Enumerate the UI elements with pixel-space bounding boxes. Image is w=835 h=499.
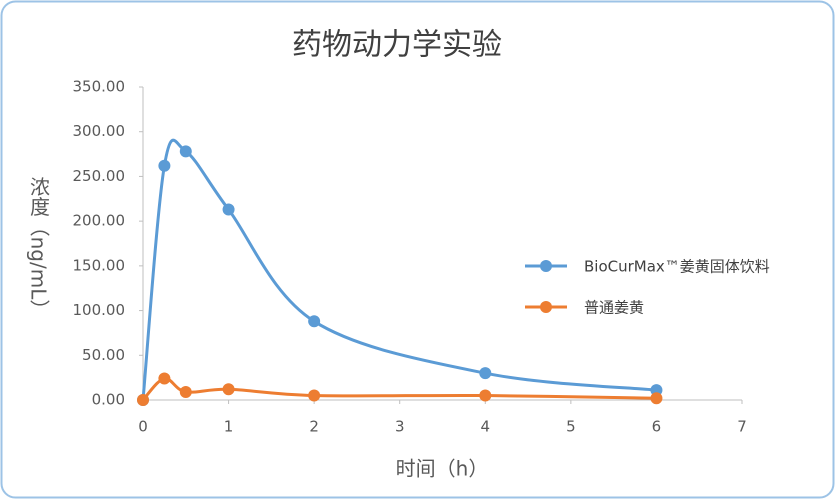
data-point (158, 159, 171, 172)
data-point (479, 367, 492, 380)
y-axis-label: 浓度（ng/mL） (27, 176, 51, 319)
chart-title: 药物动力学实验 (292, 28, 502, 63)
series-line (141, 138, 658, 402)
x-tick-label: 0 (138, 418, 148, 436)
y-tick-label: 150.00 (73, 256, 126, 274)
data-point (158, 372, 171, 385)
y-tick-label: 100.00 (73, 301, 126, 319)
data-point (308, 315, 321, 328)
y-tick-label: 350.00 (73, 78, 126, 96)
x-tick-label: 4 (481, 418, 491, 436)
data-point (650, 392, 663, 405)
data-point (222, 383, 235, 396)
y-tick-label: 200.00 (73, 212, 126, 230)
data-point (308, 389, 321, 402)
x-tick-label: 5 (566, 418, 576, 436)
y-tick-label: 0.00 (92, 391, 125, 409)
data-point (179, 145, 192, 158)
y-tick-label: 50.00 (82, 346, 125, 364)
y-tick-label: 250.00 (73, 167, 126, 185)
x-tick-label: 2 (309, 418, 319, 436)
x-tick-label: 6 (652, 418, 662, 436)
data-point (137, 394, 149, 406)
x-axis-label: 时间（h） (396, 457, 489, 481)
legend-marker (540, 260, 552, 272)
data-point (179, 385, 192, 398)
x-tick-label: 3 (395, 418, 405, 436)
data-point (222, 203, 235, 216)
legend-marker (540, 301, 552, 313)
x-tick-label: 1 (224, 418, 234, 436)
y-tick-label: 300.00 (73, 122, 126, 140)
legend-label: 普通姜黄 (584, 299, 644, 317)
data-point (479, 389, 492, 402)
x-tick-label: 7 (737, 418, 747, 436)
legend-label: BioCurMax™姜黄固体饮料 (584, 258, 770, 276)
